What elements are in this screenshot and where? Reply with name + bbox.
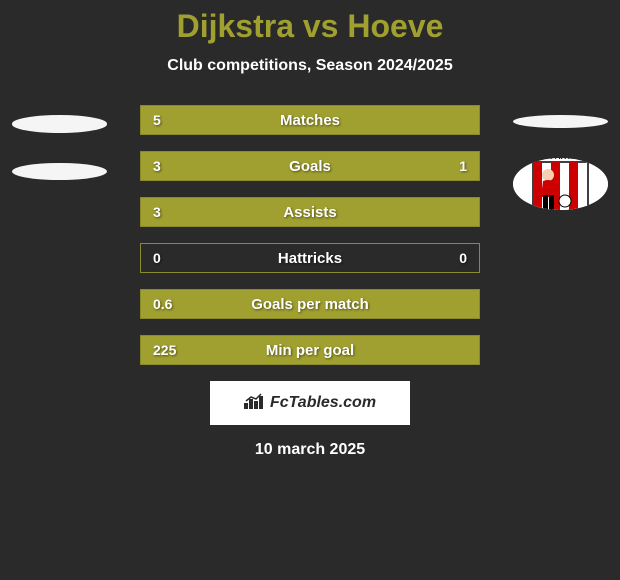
avatar-placeholder-icon [12, 163, 107, 181]
chart-icon [244, 393, 264, 414]
stat-label: Goals per match [141, 290, 479, 318]
stat-value-left: 225 [153, 336, 176, 364]
stat-label: Matches [141, 106, 479, 134]
player-right-avatar: SPARTA ROTTERDAM [513, 115, 608, 210]
subtitle: Club competitions, Season 2024/2025 [0, 57, 620, 75]
stat-label: Hattricks [141, 244, 479, 272]
stat-row: Assists3 [140, 197, 480, 227]
stat-value-left: 3 [153, 152, 161, 180]
avatar-placeholder-icon [12, 115, 107, 133]
player-left-avatar [12, 115, 107, 210]
stat-value-left: 3 [153, 198, 161, 226]
stat-label: Assists [141, 198, 479, 226]
stat-label: Min per goal [141, 336, 479, 364]
stat-row: Goals3 1 [140, 151, 480, 181]
fctables-text: FcTables.com [270, 394, 376, 412]
stats-bars: Matches5Goals31Assists3Hattricks00Goals … [140, 105, 480, 365]
page-title: Dijkstra vs Hoeve [0, 8, 620, 45]
stat-label: Goals [141, 152, 479, 180]
club-logo: SPARTA ROTTERDAM [513, 158, 608, 210]
comparison-card: Dijkstra vs Hoeve Club competitions, Sea… [0, 0, 620, 459]
stat-value-left: 0 [153, 244, 161, 272]
fctables-logo[interactable]: FcTables.com [210, 381, 410, 425]
avatar-placeholder-icon [513, 115, 608, 128]
stat-row: Goals per match0.6 [140, 289, 480, 319]
stat-value-right: 0 [459, 244, 467, 272]
stat-row: Hattricks0 0 [140, 243, 480, 273]
stat-value-right: 1 [459, 152, 467, 180]
stat-value-left: 5 [153, 106, 161, 134]
date: 10 march 2025 [0, 441, 620, 459]
svg-text:SPARTA: SPARTA [545, 158, 577, 160]
sparta-logo-icon: SPARTA ROTTERDAM [513, 158, 608, 210]
stat-row: Min per goal225 [140, 335, 480, 365]
stat-value-left: 0.6 [153, 290, 172, 318]
stat-row: Matches5 [140, 105, 480, 135]
